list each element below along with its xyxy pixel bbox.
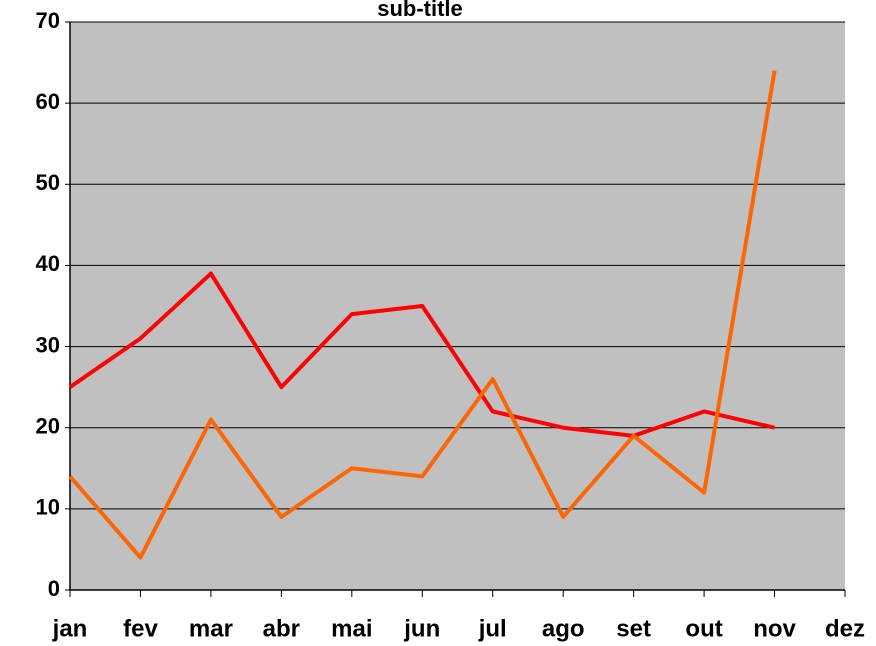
x-tick-label: jul — [478, 615, 507, 642]
x-tick-label: mar — [189, 615, 233, 642]
plot-area — [70, 22, 845, 590]
x-tick-label: jun — [403, 615, 440, 642]
x-tick-label: jan — [52, 615, 88, 642]
x-tick-label: set — [616, 615, 651, 642]
y-tick-label: 70 — [36, 8, 60, 33]
y-tick-label: 20 — [36, 414, 60, 439]
y-tick-label: 40 — [36, 251, 60, 276]
y-tick-label: 10 — [36, 495, 60, 520]
y-tick-label: 30 — [36, 332, 60, 357]
series-line — [68, 70, 777, 560]
y-tick-label: 0 — [48, 576, 60, 601]
x-tick-label: nov — [753, 615, 796, 642]
y-tick-label: 50 — [36, 170, 60, 195]
series-line — [68, 271, 775, 438]
y-tick-label: 60 — [36, 89, 60, 114]
x-tick-label: ago — [542, 615, 585, 642]
x-tick-label: mai — [331, 615, 372, 642]
x-tick-label: dez — [825, 615, 865, 642]
x-tick-label: abr — [263, 615, 300, 642]
x-tick-label: out — [685, 615, 722, 642]
chart-title: sub-title — [377, 0, 463, 21]
x-tick-label: fev — [123, 615, 158, 642]
